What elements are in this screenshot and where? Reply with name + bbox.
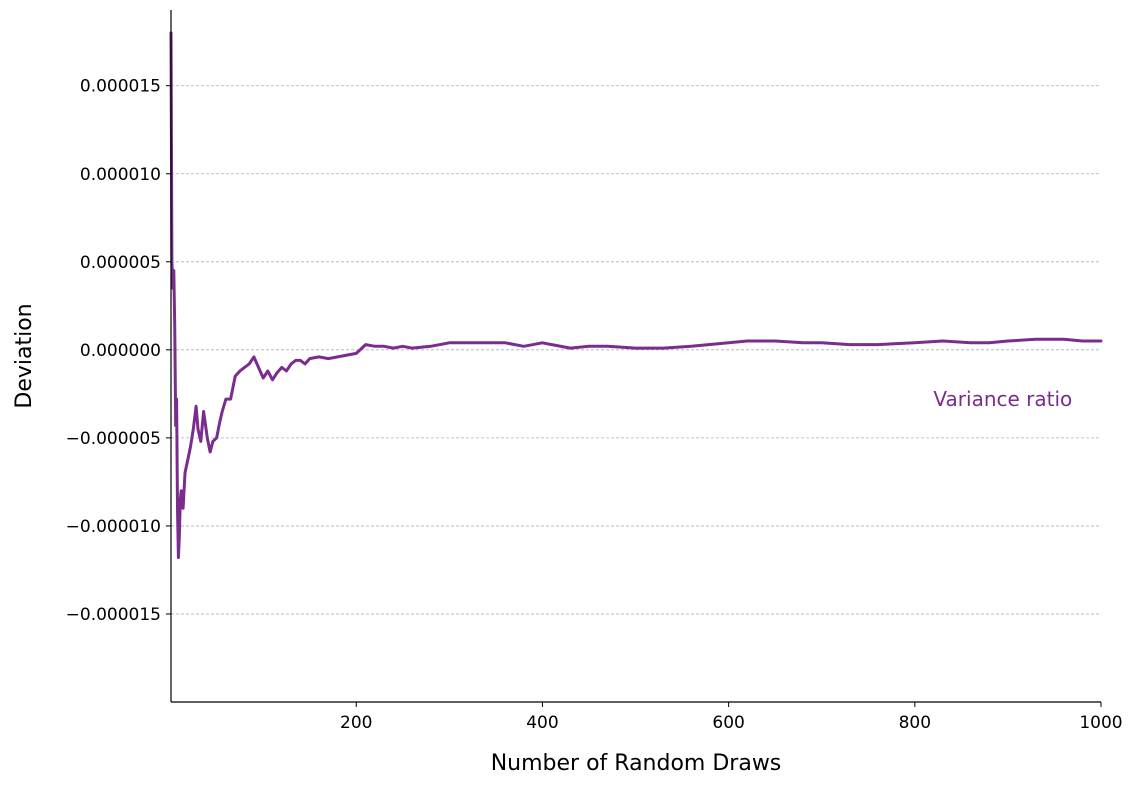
y-axis-label: Deviation (12, 303, 37, 408)
y-tick-label: 0.000015 (80, 77, 161, 97)
y-tick-label: −0.000010 (66, 517, 161, 537)
x-tick-label: 200 (340, 713, 372, 733)
y-tick-label: 0.000005 (80, 253, 161, 273)
series-layer (169, 31, 1103, 560)
variance-ratio-annotation: Variance ratio (933, 387, 1072, 411)
grid-lines (171, 85, 1101, 615)
x-tick-label: 600 (712, 713, 744, 733)
x-tick-label: 1000 (1079, 713, 1122, 733)
y-tick-label: −0.000015 (66, 605, 161, 625)
y-tick-label: −0.000005 (66, 429, 161, 449)
x-tick-label: 800 (899, 713, 931, 733)
tick-labels: −0.000015 −0.000010 −0.000005 0.000000 0.000… (66, 77, 1123, 733)
y-tick-label: 0.000010 (80, 165, 161, 185)
x-axis-label: Number of Random Draws (491, 751, 782, 776)
axes (170, 10, 1101, 703)
series-line-0 (169, 31, 1103, 560)
x-tick-label: 400 (526, 713, 558, 733)
y-tick-label: 0.000000 (80, 341, 161, 361)
